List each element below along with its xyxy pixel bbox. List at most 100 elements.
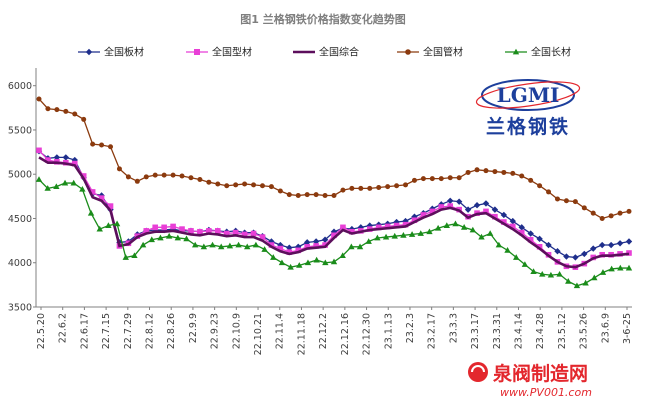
data-point-triangle [313, 256, 320, 263]
data-point-circle [259, 183, 265, 189]
data-point-circle [268, 184, 274, 190]
data-point-circle [322, 192, 328, 198]
data-point-triangle [183, 235, 190, 242]
y-tick-label: 3500 [8, 303, 32, 314]
data-point-triangle [495, 241, 503, 248]
data-point-circle [617, 210, 623, 216]
data-point-square [438, 204, 445, 210]
data-point-square [402, 221, 409, 228]
x-tick-label: 23.4.28 [535, 313, 546, 349]
data-point-triangle [131, 252, 138, 259]
data-point-diamond [482, 200, 490, 207]
x-tick-label: 22.9.23 [210, 313, 221, 349]
data-point-circle [608, 213, 614, 219]
data-point-triangle [70, 179, 77, 186]
data-point-triangle [382, 233, 390, 240]
data-point-triangle [157, 234, 164, 241]
data-point-circle [403, 182, 409, 188]
data-point-circle [90, 141, 96, 147]
data-point-diamond [598, 241, 606, 249]
data-point-diamond [286, 244, 293, 251]
data-point-circle [581, 205, 587, 211]
data-point-circle [376, 185, 382, 190]
data-point-square [429, 208, 436, 215]
data-point-circle [116, 166, 122, 172]
data-point-circle [251, 182, 257, 188]
data-point-square [241, 231, 248, 238]
x-tick-label: 23.5.12 [557, 313, 568, 349]
data-point-square [71, 160, 78, 167]
data-point-square [518, 229, 525, 236]
data-point-square [483, 208, 489, 215]
y-tick-label: 6000 [8, 81, 32, 92]
y-tick-label: 5000 [8, 170, 32, 181]
legend-label: 全国管材 [423, 46, 463, 59]
data-point-triangle [565, 278, 572, 284]
data-point-diamond [607, 241, 615, 249]
data-point-circle [36, 96, 42, 102]
x-tick-label: 23.2.3 [405, 313, 416, 343]
data-point-circle [554, 196, 560, 202]
data-point-triangle [322, 259, 329, 266]
data-point-triangle [356, 243, 364, 250]
data-point-square [268, 242, 275, 248]
data-point-square [509, 223, 516, 230]
data-point-diamond [303, 239, 311, 246]
site-name: 泉阀制造网 [492, 362, 588, 385]
data-point-circle [63, 108, 69, 114]
data-point-triangle [122, 254, 129, 260]
site-url: www.PV001.com [500, 386, 592, 399]
data-point-triangle [486, 230, 494, 236]
series-3 [38, 156, 630, 269]
data-point-square [527, 236, 534, 243]
data-point-triangle [174, 234, 182, 241]
x-tick-label: 23.6.9 [600, 313, 611, 343]
x-tick-label: 23.4.14 [513, 313, 524, 349]
data-point-square [492, 213, 498, 220]
data-point-triangle [270, 254, 277, 260]
data-point-diamond [581, 250, 588, 258]
x-tick-label: 22.12.2 [318, 313, 329, 349]
data-point-diamond [473, 202, 481, 209]
x-tick-label: 22.7.29 [123, 313, 134, 349]
data-point-triangle [469, 226, 477, 233]
data-point-circle [465, 169, 471, 175]
chart-title: 图1 兰格钢铁价格指数变化趋势图 [240, 12, 405, 26]
data-point-diamond [572, 254, 579, 261]
data-point-circle [161, 172, 167, 178]
data-point-triangle [504, 247, 511, 253]
data-point-circle [277, 188, 283, 194]
data-point-diamond [321, 236, 329, 243]
y-tick-label: 5500 [8, 125, 32, 136]
data-point-circle [546, 189, 552, 195]
data-point-square [277, 245, 284, 252]
data-point-triangle [252, 241, 260, 248]
legend: 全国板材 全国型材 全国综合 全国管材 全国长材 [78, 46, 571, 59]
data-point-square [286, 249, 293, 255]
y-axis-ticks: 3500 4000 4500 5000 5500 6000 [8, 81, 36, 314]
data-point-circle [501, 169, 507, 175]
data-point-circle [304, 192, 310, 198]
data-point-square [331, 232, 337, 239]
data-point-triangle [547, 271, 555, 278]
data-point-diamond [509, 217, 516, 225]
legend-label: 全国长材 [531, 46, 571, 59]
series-layer [35, 96, 633, 289]
data-point-triangle [408, 231, 416, 237]
data-point-square [214, 228, 221, 234]
site-logo-arc-icon [471, 365, 485, 373]
data-point-square [304, 244, 310, 250]
data-point-circle [349, 185, 355, 191]
data-point-circle [188, 175, 194, 181]
data-point-circle [286, 192, 292, 198]
x-tick-label: 22.5.20 [36, 313, 47, 349]
data-point-square [98, 195, 105, 201]
data-point-triangle [443, 222, 450, 228]
data-point-square [375, 224, 382, 231]
data-point-square [36, 147, 42, 154]
x-tick-label: 22.11.18 [296, 313, 307, 355]
logo-primary: LGMI [497, 83, 560, 107]
data-point-square [313, 243, 319, 249]
